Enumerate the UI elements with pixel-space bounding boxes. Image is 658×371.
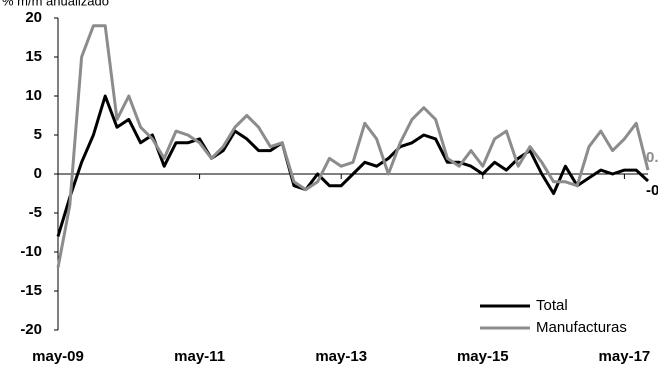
- series-line: [56, 94, 650, 237]
- chart-subtitle: % m/m anualizado: [2, 0, 109, 8]
- x-tick-label: may-17: [599, 348, 651, 365]
- y-tick-label: 15: [25, 48, 42, 65]
- x-tick-label: may-13: [315, 348, 367, 365]
- data-label: -0.9: [646, 182, 658, 199]
- y-tick-label: 10: [25, 87, 42, 104]
- data-label: 0.5: [646, 149, 658, 166]
- y-tick-label: 0: [34, 165, 42, 182]
- x-tick-label: may-09: [32, 348, 84, 365]
- legend-label: Total: [536, 297, 568, 314]
- y-tick-label: -5: [29, 204, 42, 221]
- legend-label: Manufacturas: [536, 319, 627, 336]
- x-tick-label: may-15: [457, 348, 509, 365]
- y-tick-label: -15: [20, 282, 42, 299]
- series-line: [56, 24, 650, 268]
- x-tick-label: may-11: [174, 348, 225, 365]
- y-tick-label: 20: [25, 9, 42, 26]
- y-tick-label: 5: [34, 126, 42, 143]
- y-tick-label: -20: [20, 321, 42, 338]
- y-tick-label: -10: [20, 243, 42, 260]
